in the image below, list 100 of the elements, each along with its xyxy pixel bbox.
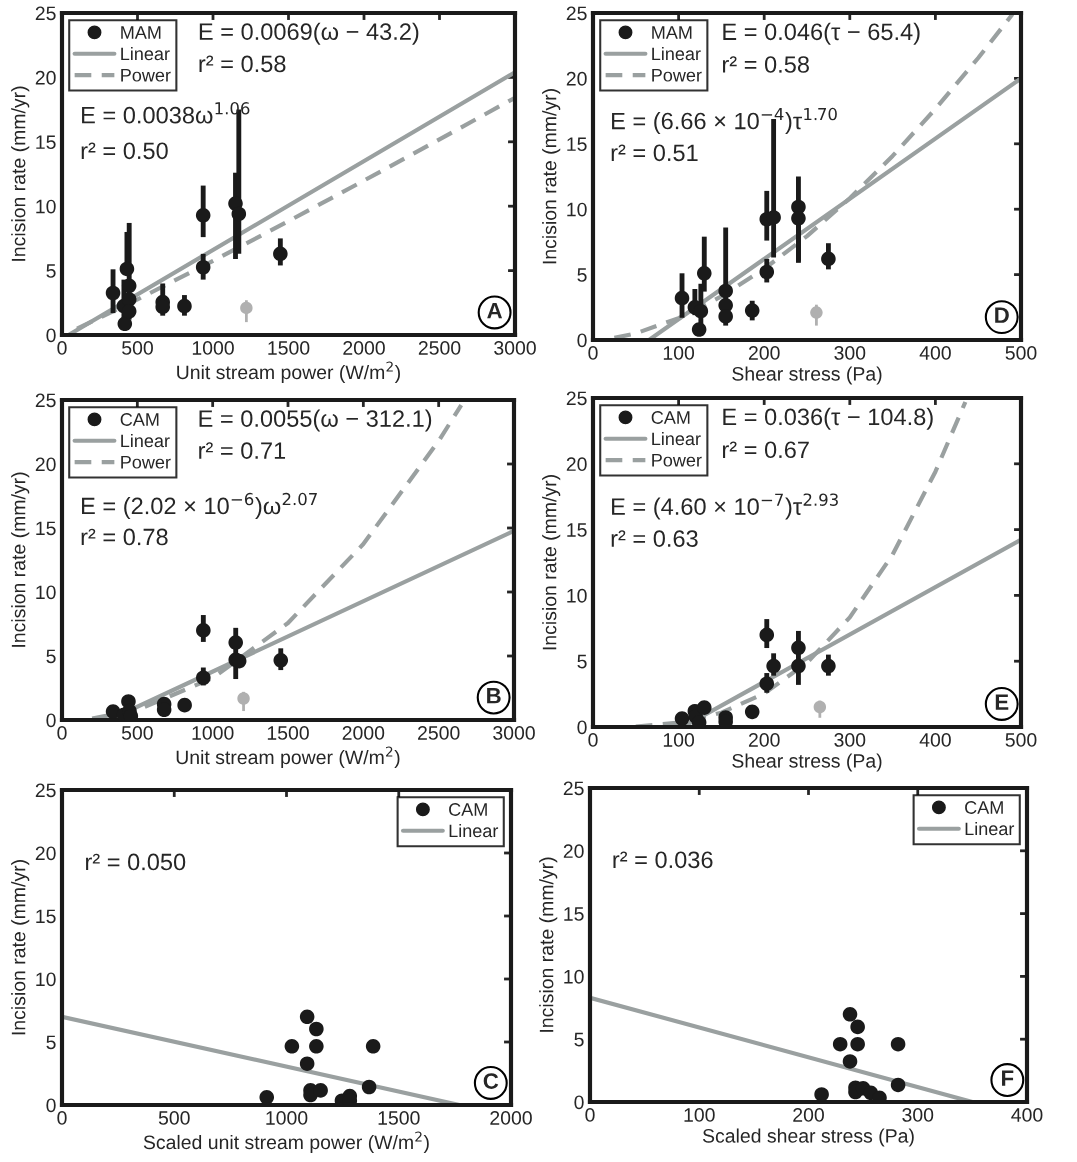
- y-tick-label: 5: [46, 649, 56, 664]
- y-tick-label: 10: [567, 588, 587, 603]
- annotation: r² = 0.036: [613, 851, 713, 869]
- annotation: F: [1002, 1070, 1014, 1086]
- annotation: r² = 0.67: [722, 441, 809, 459]
- y-tick-label: 15: [36, 521, 56, 536]
- annotation: r² = 0.78: [81, 528, 168, 546]
- annotation: E = 0.0055(ω − 312.1): [199, 409, 432, 432]
- annotation: E = (2.02 × 10$^{−6}$)ω$^{2.07}$: [82, 492, 317, 519]
- annotation: r² = 0.63: [611, 530, 698, 547]
- x-tick-label: 0: [57, 726, 67, 740]
- x-tick-label: 2000: [343, 341, 385, 355]
- legend-label: Linear: [652, 431, 701, 446]
- annotation: B: [487, 688, 501, 704]
- x-axis-title: Shear stress (Pa): [732, 753, 882, 772]
- annotation: r² = 0.51: [611, 144, 698, 162]
- x-tick-label: 100: [663, 346, 695, 360]
- y-tick-label: 10: [36, 199, 56, 214]
- x-tick-label: 200: [748, 733, 780, 747]
- y-tick-label: 20: [566, 71, 587, 86]
- annotation: E: [995, 694, 1009, 710]
- legend-label: Linear: [121, 433, 170, 448]
- annotation: E = 0.0069(ω − 43.2): [199, 22, 419, 45]
- x-tick-label: 0: [57, 341, 67, 355]
- x-tick-label: 500: [1005, 733, 1037, 747]
- annotation: r² = 0.58: [199, 55, 286, 73]
- annotation: E = 0.046(τ − 65.4): [723, 22, 920, 45]
- x-tick-label: 500: [1005, 346, 1037, 360]
- y-tick-label: 5: [577, 268, 587, 282]
- x-tick-label: 200: [748, 346, 780, 360]
- x-tick-label: 400: [919, 733, 951, 747]
- x-tick-label: 0: [588, 733, 598, 747]
- y-axis-title: Incision rate (mm/yr): [539, 857, 558, 1032]
- y-tick-label: 10: [36, 972, 56, 987]
- y-tick-label: 25: [563, 781, 584, 796]
- y-tick-label: 0: [46, 328, 56, 343]
- annotation: r² = 0.50: [81, 142, 168, 160]
- annotation: A: [487, 302, 503, 319]
- y-tick-label: 25: [35, 393, 56, 408]
- x-tick-label: 500: [158, 1111, 190, 1125]
- annotation: D: [995, 307, 1009, 323]
- legend-label: Power: [121, 455, 171, 469]
- annotation: E = 0.0038ω$^{1.06}$: [82, 102, 250, 124]
- y-tick-label: 0: [46, 713, 56, 728]
- y-tick-label: 5: [577, 654, 587, 669]
- y-axis-title: Incision rate (mm/yr): [11, 860, 30, 1035]
- y-tick-label: 10: [36, 585, 56, 600]
- x-tick-label: 3000: [493, 726, 535, 740]
- y-tick-label: 5: [46, 1035, 56, 1050]
- x-tick-label: 100: [684, 1108, 715, 1122]
- x-tick-label: 0: [57, 1111, 67, 1125]
- y-tick-label: 10: [567, 202, 587, 217]
- legend-label: Linear: [449, 823, 499, 838]
- legend-label: Power: [652, 68, 702, 82]
- x-tick-label: 2500: [418, 726, 460, 740]
- y-tick-label: 15: [564, 907, 584, 921]
- y-tick-label: 0: [574, 1095, 584, 1110]
- legend-label: CAM: [965, 801, 1003, 814]
- x-tick-label: 2500: [418, 341, 461, 355]
- x-tick-label: 100: [663, 733, 695, 747]
- y-tick-label: 20: [35, 70, 56, 85]
- x-tick-label: 1500: [268, 341, 310, 355]
- x-tick-label: 1000: [192, 341, 234, 355]
- y-tick-label: 20: [566, 457, 587, 472]
- y-axis-title: Incision rate (mm/yr): [542, 89, 561, 264]
- legend-label: CAM: [651, 411, 690, 424]
- x-tick-label: 2000: [342, 726, 385, 740]
- y-tick-label: 15: [567, 137, 587, 152]
- annotation: C: [483, 1073, 499, 1089]
- annotation: r² = 0.71: [199, 442, 286, 459]
- annotation: r² = 0.58: [722, 56, 809, 73]
- legend-label: CAM: [120, 413, 159, 426]
- y-tick-label: 15: [36, 909, 56, 924]
- y-axis-title: Incision rate (mm/yr): [542, 475, 561, 650]
- x-tick-label: 400: [1011, 1108, 1043, 1122]
- annotation: E = (4.60 × 10$^{−7}$)τ$^{2.93}$: [612, 493, 838, 520]
- legend-label: MAM: [652, 26, 692, 39]
- x-tick-label: 3000: [494, 341, 536, 355]
- legend-label: Linear: [121, 46, 170, 61]
- x-tick-label: 300: [834, 733, 866, 747]
- annotation: r² = 0.050: [86, 853, 186, 871]
- y-axis-title: Incision rate (mm/yr): [11, 86, 30, 261]
- x-tick-label: 2000: [490, 1111, 532, 1125]
- legend-label: Power: [121, 68, 171, 82]
- legend-label: Power: [652, 453, 702, 467]
- y-axis-title: Incision rate (mm/yr): [11, 472, 30, 647]
- x-axis-title: Unit stream power (W/m$^{2}$): [177, 361, 400, 384]
- y-tick-label: 20: [563, 844, 584, 859]
- x-tick-label: 0: [588, 346, 598, 360]
- y-tick-label: 15: [36, 135, 56, 150]
- x-tick-label: 1000: [266, 1111, 308, 1125]
- y-tick-label: 25: [566, 6, 587, 21]
- y-tick-label: 5: [46, 264, 56, 278]
- x-tick-label: 1500: [378, 1111, 420, 1125]
- x-tick-label: 200: [793, 1108, 824, 1122]
- legend-label: Linear: [652, 46, 701, 61]
- legend-label: Linear: [965, 821, 1015, 836]
- legend-label: CAM: [449, 803, 487, 816]
- x-tick-label: 400: [919, 346, 951, 360]
- x-tick-label: 300: [902, 1108, 934, 1122]
